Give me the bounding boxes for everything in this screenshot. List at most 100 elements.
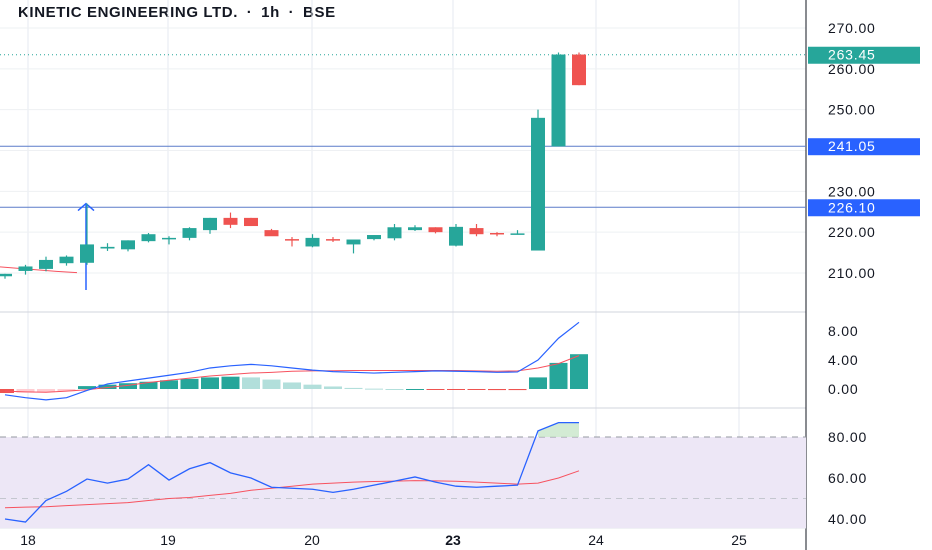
- price-tick-label: 230.00: [828, 183, 876, 199]
- macd-histogram-bar: [180, 378, 199, 389]
- macd-histogram-bar: [385, 389, 404, 390]
- rsi-tick-label: 60.00: [828, 470, 867, 486]
- title-separator: ·: [246, 4, 253, 21]
- macd-histogram-bar: [365, 388, 383, 390]
- rsi-overbought-fill: [538, 422, 579, 437]
- candle-body: [428, 227, 443, 233]
- date-tick-label: 19: [160, 532, 176, 548]
- candle-body: [367, 235, 381, 240]
- price-tick-label: 260.00: [828, 61, 876, 77]
- macd-histogram-bar: [283, 382, 301, 389]
- macd-histogram-bar: [221, 376, 240, 389]
- candle-body: [80, 244, 94, 263]
- interval-label: 1h: [261, 4, 280, 21]
- candle-body: [39, 259, 53, 269]
- candle-body: [469, 228, 484, 235]
- candle-body: [0, 273, 12, 277]
- price-tick-label: 250.00: [828, 102, 876, 118]
- macd-histogram-bar: [303, 384, 322, 389]
- date-tick-label: 24: [588, 532, 604, 548]
- candle-body: [326, 239, 340, 241]
- macd-histogram-bar: [426, 389, 445, 390]
- macd-histogram-bar: [242, 377, 260, 389]
- symbol-name: KINETIC ENGINEERING LTD.: [18, 4, 238, 21]
- macd-histogram-bar: [549, 362, 568, 389]
- macd-histogram-bar: [570, 354, 588, 389]
- candle-body: [305, 237, 320, 247]
- date-tick-label: 20: [304, 532, 320, 548]
- macd-tick-label: 4.00: [828, 352, 858, 368]
- macd-tick-label: 8.00: [828, 323, 858, 339]
- macd-histogram-bar: [119, 383, 137, 389]
- date-tick-label: 18: [20, 532, 36, 548]
- candle-body: [346, 239, 361, 245]
- macd-pane: [0, 321, 588, 401]
- macd-histogram-bar: [344, 387, 363, 389]
- price-badge-label: 241.05: [828, 138, 876, 154]
- candle-body: [18, 266, 33, 271]
- time-axis: 18 19 20 23 24 25: [20, 532, 747, 548]
- candle-body: [203, 217, 217, 231]
- macd-histogram-bar: [16, 389, 35, 393]
- price-tick-label: 210.00: [828, 265, 876, 281]
- macd-histogram-bar: [324, 386, 342, 389]
- candle-body: [100, 246, 115, 249]
- date-tick-label: 23: [445, 532, 461, 548]
- macd-histogram-bar: [262, 379, 281, 389]
- candle-body: [285, 239, 299, 241]
- candle-body: [449, 226, 463, 246]
- candle-body: [162, 237, 176, 240]
- candle-body: [387, 227, 402, 239]
- macd-histogram-bar: [488, 389, 506, 391]
- candle-body: [141, 234, 156, 242]
- macd-histogram-bar: [508, 389, 527, 391]
- macd-histogram-bar: [467, 389, 486, 390]
- exchange-label: BSE: [303, 4, 336, 21]
- trend-arrow-head: [77, 202, 95, 212]
- candle-body: [408, 227, 422, 231]
- price-badge-label: 226.10: [828, 199, 876, 215]
- candle-body: [182, 228, 197, 238]
- macd-histogram-bar: [139, 381, 158, 389]
- rsi-band: [0, 437, 806, 528]
- candle-body: [121, 240, 135, 250]
- macd-histogram-bar: [98, 384, 117, 389]
- macd-signal-line: [4, 355, 580, 393]
- price-tick-label: 220.00: [828, 224, 876, 240]
- macd-histogram-bar: [201, 377, 219, 389]
- macd-histogram-bar: [529, 377, 547, 389]
- price-badge-label: 263.45: [828, 47, 876, 63]
- price-badge: [808, 46, 920, 64]
- chart-title: KINETIC ENGINEERING LTD. · 1h · BSE: [18, 4, 336, 21]
- macd-tick-label: 0.00: [828, 381, 858, 397]
- candle-body: [490, 232, 504, 235]
- price-badge: [808, 199, 920, 217]
- candle-body: [551, 54, 566, 147]
- macd-histogram-bar: [406, 389, 424, 390]
- rsi-line: [4, 421, 579, 523]
- macd-histogram-bar: [160, 380, 178, 389]
- macd-line: [4, 321, 580, 401]
- moving-average-line: [0, 266, 78, 274]
- candle-body: [223, 217, 238, 225]
- candle-body: [244, 217, 258, 227]
- candle-body: [531, 117, 545, 251]
- candle-body: [264, 230, 279, 237]
- price-badge: [808, 138, 920, 156]
- macd-histogram-bar: [37, 389, 55, 393]
- macd-histogram-bar: [78, 386, 96, 389]
- rsi-tick-label: 80.00: [828, 429, 867, 445]
- rsi-ma-line: [4, 470, 580, 509]
- candle-body: [59, 256, 74, 264]
- price-tick-label: 270.00: [828, 20, 876, 36]
- macd-histogram-bar: [57, 389, 76, 392]
- title-separator: ·: [288, 4, 295, 21]
- candle-body: [510, 233, 525, 235]
- macd-histogram-bar: [447, 389, 465, 390]
- rsi-tick-label: 40.00: [828, 511, 867, 527]
- rsi-pane: [0, 421, 806, 528]
- price-axis: 210.00 220.00 230.00 250.00 260.00 270.00 0.00…: [808, 20, 920, 527]
- candle-body: [572, 54, 586, 86]
- date-tick-label: 25: [731, 532, 747, 548]
